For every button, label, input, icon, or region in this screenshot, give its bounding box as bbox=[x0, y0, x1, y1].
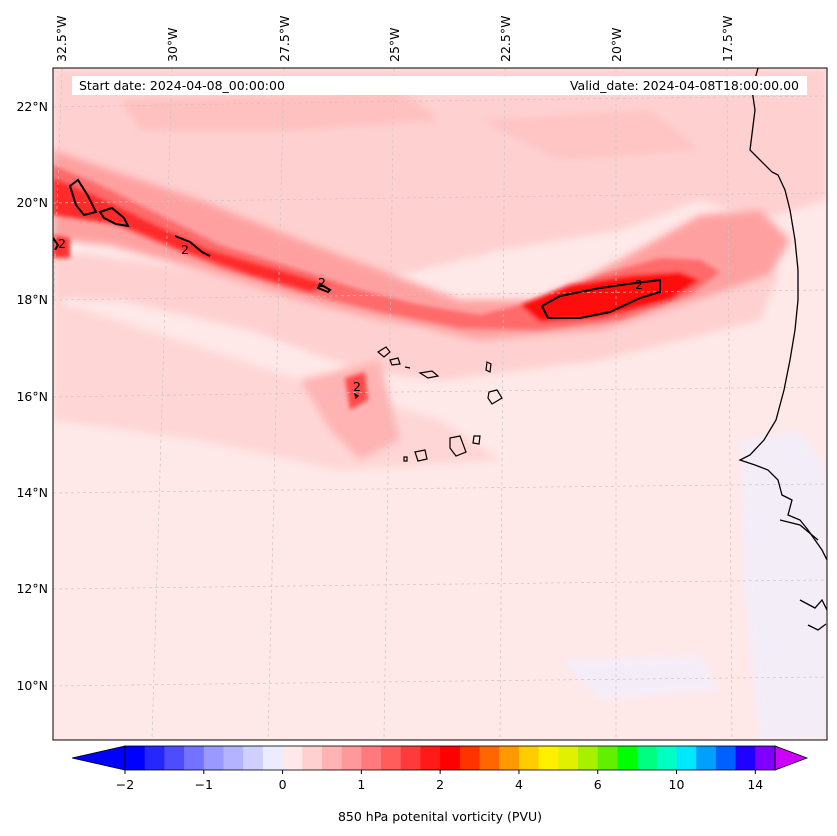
lon-label: 17.5°W bbox=[720, 16, 735, 62]
negative-pv-patches bbox=[60, 150, 827, 740]
longitude-labels: 32.5°W 30°W 27.5°W 25°W 22.5°W 20°W 17.5… bbox=[54, 16, 735, 62]
colorbar-cell bbox=[518, 746, 540, 770]
contour-label: 2 bbox=[318, 275, 326, 290]
pv-band-strong bbox=[53, 165, 720, 410]
valid-date-text: Valid_date: 2024-04-08T18:00:00.00 bbox=[570, 78, 799, 93]
colorbar-under-arrow bbox=[71, 745, 126, 771]
info-banner bbox=[72, 76, 807, 95]
colorbar-tick-label: 2 bbox=[436, 777, 444, 792]
map-panel: 2 2 2 2 2 Start date: 2024-04-08_00:00:0… bbox=[53, 68, 827, 740]
lon-label: 25°W bbox=[387, 27, 402, 62]
cape-verde-islands bbox=[354, 346, 503, 462]
contour-label: 2 bbox=[58, 236, 66, 251]
colorbar-cells bbox=[125, 746, 776, 770]
colorbar-cell bbox=[184, 746, 205, 770]
colorbar-cell bbox=[361, 746, 382, 770]
start-date-text: Start date: 2024-04-08_00:00:00 bbox=[79, 78, 285, 93]
colorbar-tick-label: 10 bbox=[669, 777, 685, 792]
colorbar-cell bbox=[203, 746, 224, 770]
colorbar-cell bbox=[144, 746, 165, 770]
colorbar-over-arrow bbox=[774, 745, 809, 771]
colorbar-cell bbox=[262, 746, 283, 770]
colorbar-title: 850 hPa potenital vorticity (PVU) bbox=[338, 809, 542, 824]
contour-labels: 2 2 2 2 2 bbox=[58, 236, 643, 394]
colorbar-cell bbox=[321, 746, 343, 770]
colorbar-cell bbox=[164, 746, 185, 770]
colorbar-cell bbox=[302, 746, 323, 770]
lon-label: 27.5°W bbox=[277, 16, 292, 62]
lon-label: 22.5°W bbox=[498, 16, 513, 62]
lat-label: 22°N bbox=[16, 99, 48, 114]
coastline bbox=[738, 68, 827, 631]
colorbar-cell bbox=[558, 746, 579, 770]
colorbar-cell bbox=[459, 746, 480, 770]
colorbar-cell bbox=[420, 746, 441, 770]
lat-label: 12°N bbox=[16, 581, 48, 596]
lon-label: 32.5°W bbox=[54, 16, 69, 62]
contour-label: 2 bbox=[181, 242, 189, 257]
colorbar-cell bbox=[440, 746, 461, 770]
contour-label: 2 bbox=[635, 277, 643, 292]
lon-label: 20°W bbox=[609, 27, 624, 62]
colorbar-cell bbox=[676, 746, 697, 770]
lon-label: 30°W bbox=[165, 27, 180, 62]
colorbar: −2 −1 0 1 2 4 6 10 14 850 hPa potenital vorticit… bbox=[71, 745, 809, 824]
colorbar-cell bbox=[715, 746, 737, 770]
colorbar-cell bbox=[400, 746, 421, 770]
colorbar-frame bbox=[124, 745, 776, 771]
colorbar-cell bbox=[243, 746, 264, 770]
lat-label: 10°N bbox=[16, 678, 48, 693]
lat-label: 16°N bbox=[16, 389, 48, 404]
map-frame bbox=[52, 67, 828, 741]
colorbar-cell bbox=[617, 746, 638, 770]
colorbar-cell bbox=[696, 746, 717, 770]
colorbar-cell bbox=[637, 746, 658, 770]
colorbar-cell bbox=[223, 746, 244, 770]
lat-label: 20°N bbox=[16, 195, 48, 210]
colorbar-tick-label: −1 bbox=[195, 777, 213, 792]
colorbar-cell bbox=[656, 746, 677, 770]
colorbar-cell bbox=[125, 746, 146, 770]
latitude-labels: 22°N 20°N 18°N 16°N 14°N 12°N 10°N bbox=[16, 99, 48, 693]
colorbar-cell bbox=[282, 746, 303, 770]
colorbar-tick-label: 1 bbox=[357, 777, 365, 792]
colorbar-cell bbox=[735, 746, 756, 770]
colorbar-cell bbox=[341, 746, 362, 770]
colorbar-cell bbox=[755, 746, 776, 770]
colorbar-tick-label: 6 bbox=[594, 777, 602, 792]
colorbar-tick-label: 14 bbox=[747, 777, 763, 792]
gridlines bbox=[53, 68, 827, 740]
colorbar-cell bbox=[381, 746, 402, 770]
colorbar-ticks: −2 −1 0 1 2 4 6 10 14 bbox=[116, 770, 763, 792]
pv-contours bbox=[53, 178, 661, 319]
colorbar-cell bbox=[597, 746, 618, 770]
colorbar-tick-label: 0 bbox=[279, 777, 287, 792]
colorbar-tick-label: 4 bbox=[515, 777, 523, 792]
colorbar-cell bbox=[499, 746, 520, 770]
lat-label: 14°N bbox=[16, 485, 48, 500]
colorbar-cell bbox=[479, 746, 500, 770]
colorbar-tick-label: −2 bbox=[116, 777, 134, 792]
colorbar-cell bbox=[538, 746, 559, 770]
contour-label: 2 bbox=[353, 379, 361, 394]
colorbar-cell bbox=[578, 746, 599, 770]
lat-label: 18°N bbox=[16, 292, 48, 307]
